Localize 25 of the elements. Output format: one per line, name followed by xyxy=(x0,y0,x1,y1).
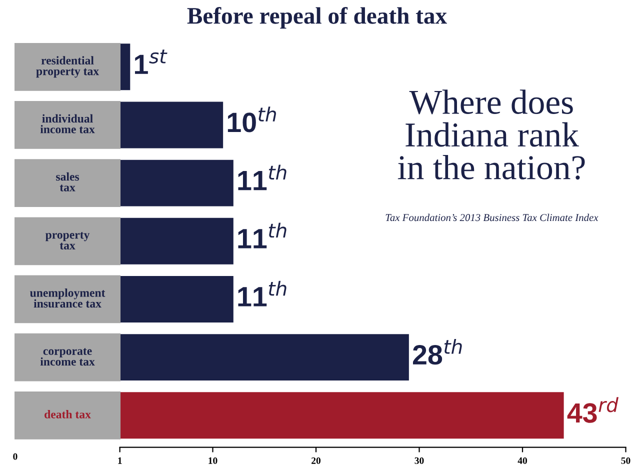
y-tick-label: residential property tax xyxy=(36,56,99,78)
x-tick-label: 10 xyxy=(208,457,218,464)
annotation: Where does Indiana rank in the nation? xyxy=(398,90,585,180)
y-tick-label: sales tax xyxy=(56,172,80,192)
x-tick-label: 50 xyxy=(621,457,630,464)
y-tick-label: property tax xyxy=(45,232,90,250)
x-tick-label: 1 xyxy=(118,457,122,464)
bar xyxy=(120,44,130,90)
data-label: 11$^{th}$ xyxy=(238,280,286,306)
y-tick-label: individual income tax xyxy=(40,114,95,134)
y-tick-label: death tax xyxy=(44,410,91,418)
data-label: 1$^{st}$ xyxy=(135,50,168,74)
x-tick-label: 30 xyxy=(414,457,424,464)
x-tick-label: 40 xyxy=(518,457,527,464)
y-tick-label: unemployment insurance tax xyxy=(30,288,106,308)
chart-title: Before repeal of death tax xyxy=(187,6,447,29)
x-tick-label: 20 xyxy=(312,457,320,464)
data-label: 11$^{th}$ xyxy=(238,222,286,248)
data-label: 11$^{th}$ xyxy=(238,164,286,190)
data-label: 28$^{th}$ xyxy=(412,338,462,365)
y-tick-label: corporate income tax xyxy=(40,348,95,366)
data-label: 10$^{th}$ xyxy=(228,106,276,132)
text: 0 xyxy=(13,453,18,460)
annotation: Tax Foundation’s 2013 Business Tax Climate Index xyxy=(386,214,598,222)
data-label: 43$^{rd}$ xyxy=(567,397,618,423)
